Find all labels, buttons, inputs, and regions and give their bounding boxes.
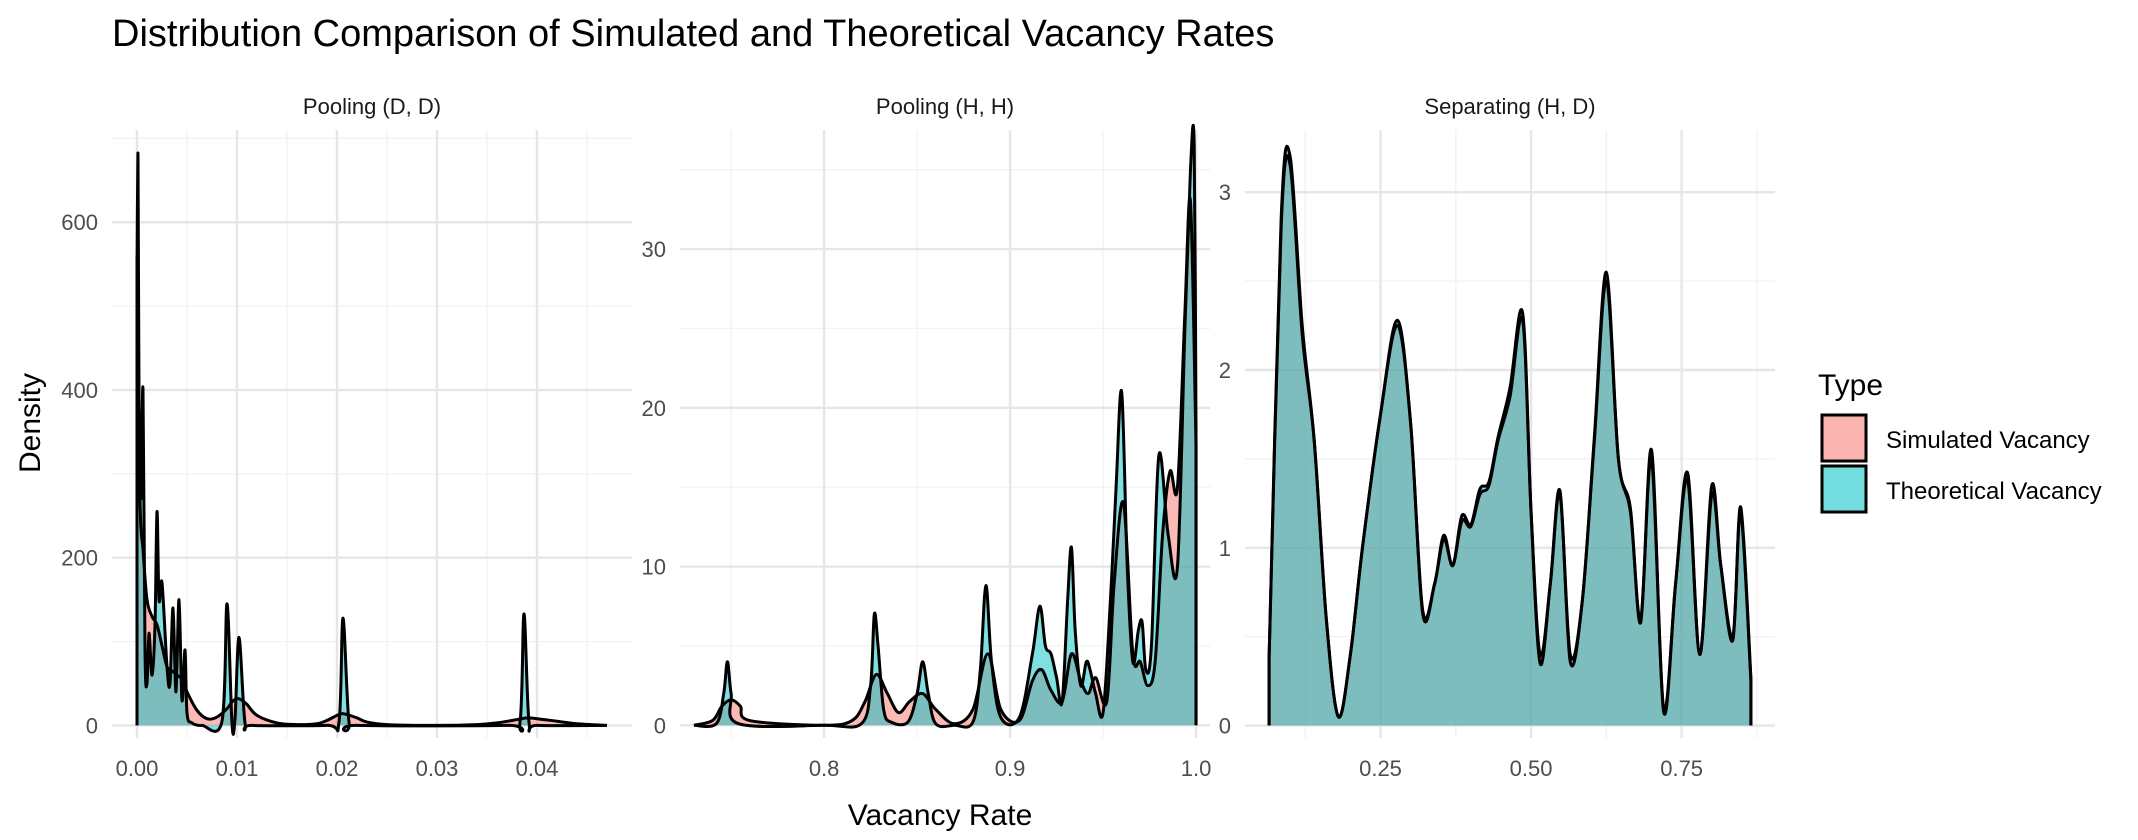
y-tick-label: 1 xyxy=(1219,536,1231,561)
chart-title: Distribution Comparison of Simulated and… xyxy=(112,13,1274,55)
x-tick-label: 0.04 xyxy=(516,756,559,781)
y-tick-label: 2 xyxy=(1219,358,1231,383)
y-tick-label: 3 xyxy=(1219,180,1231,205)
facet-panels: Pooling (D, D)0.00 0.01 0.02 0.03 0.04020040… xyxy=(61,94,1775,781)
y-tick-label: 0 xyxy=(1219,714,1231,739)
legend-title: Type xyxy=(1818,369,1883,402)
x-tick-label: 0.25 xyxy=(1359,756,1402,781)
y-tick-label: 10 xyxy=(642,555,666,580)
y-tick-label: 0 xyxy=(86,713,98,738)
legend-label-theoretical-vacancy: Theoretical Vacancy xyxy=(1886,478,2102,505)
x-tick-label: 0.02 xyxy=(316,756,359,781)
density-line-theoretical-vacancy xyxy=(1267,144,1753,726)
density-areas xyxy=(1269,146,1751,726)
y-tick-label: 0 xyxy=(654,713,666,738)
panel-pooling-h-h: Pooling (H, H) 0.8 0.9 1.0 0 10 20 30 xyxy=(642,94,1212,781)
legend: Type Simulated Vacancy Theoretical Vacan… xyxy=(1818,369,2102,514)
x-tick-label: 0.00 xyxy=(116,756,159,781)
density-outlines xyxy=(135,151,608,736)
panel-separating-h-d: Separating (H, D) 0.25 0.50 0.75 0 1 2 3 xyxy=(1219,94,1775,781)
x-tick-label: 1.0 xyxy=(1181,756,1212,781)
y-tick-label: 200 xyxy=(61,546,98,571)
legend-label-simulated-vacancy: Simulated Vacancy xyxy=(1886,427,2090,454)
density-line-theoretical-vacancy xyxy=(693,123,1198,729)
y-axis-title: Density xyxy=(14,373,47,473)
density-area-theoretical-vacancy xyxy=(1269,146,1751,726)
density-outlines xyxy=(693,123,1198,729)
x-axis-title: Vacancy Rate xyxy=(848,799,1033,832)
x-tick-label: 0.75 xyxy=(1660,756,1703,781)
y-tick-label: 30 xyxy=(642,237,666,262)
density-line-theoretical-vacancy xyxy=(135,151,608,736)
density-area-theoretical-vacancy xyxy=(693,125,1197,728)
density-outlines xyxy=(1267,144,1753,726)
legend-key-simulated-vacancy xyxy=(1820,413,1868,463)
y-tick-label: 600 xyxy=(61,210,98,235)
panel-label: Pooling (D, D) xyxy=(303,94,441,119)
x-tick-label: 0.01 xyxy=(216,756,259,781)
y-tick-label: 20 xyxy=(642,396,666,421)
panel-pooling-d-d: Pooling (D, D) 0.00 0.01 0.02 0.03 0.04 0 200 40… xyxy=(61,94,632,781)
x-tick-label: 0.8 xyxy=(809,756,840,781)
legend-key-theoretical-vacancy xyxy=(1820,464,1868,514)
density-areas xyxy=(693,125,1197,728)
x-tick-label: 0.50 xyxy=(1510,756,1553,781)
x-tick-label: 0.03 xyxy=(416,756,459,781)
panel-label: Separating (H, D) xyxy=(1424,94,1595,119)
y-tick-label: 400 xyxy=(61,378,98,403)
x-tick-label: 0.9 xyxy=(995,756,1026,781)
panel-label: Pooling (H, H) xyxy=(876,94,1014,119)
